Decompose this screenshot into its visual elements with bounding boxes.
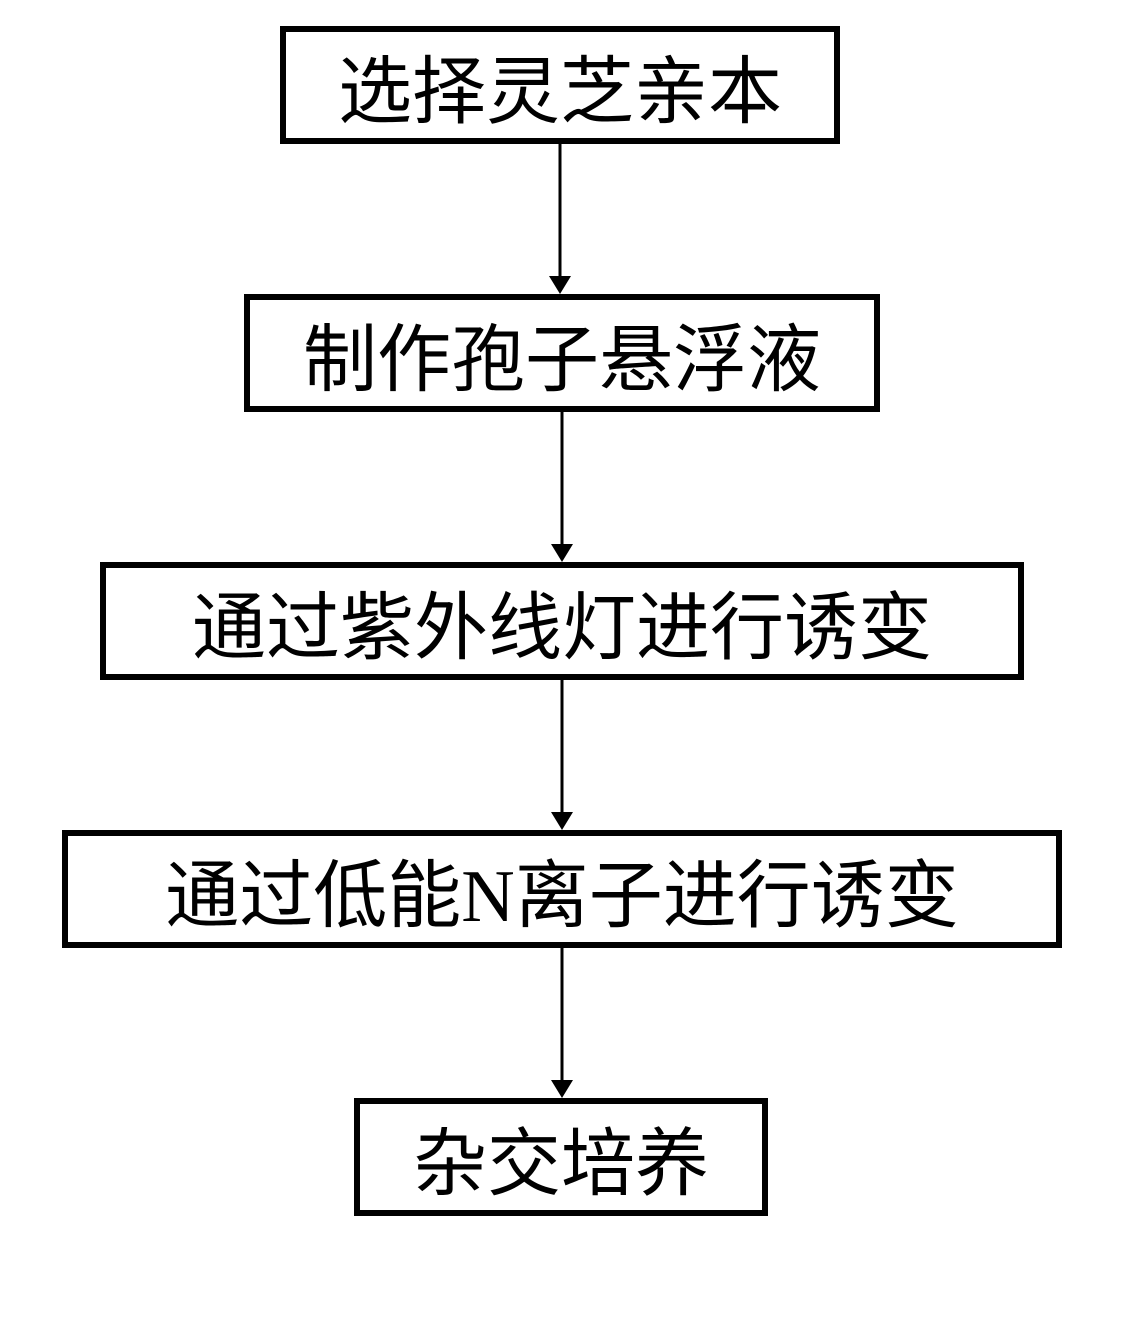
flow-arrow-n3-n4 [549,680,575,830]
flow-node-n1: 选择灵芝亲本 [280,26,840,144]
flow-node-n3: 通过紫外线灯进行诱变 [100,562,1024,680]
flow-node-label: 制作孢子悬浮液 [303,300,821,407]
flow-arrow-n2-n3 [549,412,575,562]
flow-node-n4: 通过低能N离子进行诱变 [62,830,1062,948]
flow-node-label: 选择灵芝亲本 [338,32,782,139]
flow-arrow-n1-n2 [547,144,573,294]
flow-node-label: 通过低能N离子进行诱变 [165,836,958,943]
flow-node-label: 杂交培养 [413,1104,709,1211]
flow-arrow-n4-n5 [549,948,575,1098]
flow-node-n2: 制作孢子悬浮液 [244,294,880,412]
flow-node-n5: 杂交培养 [354,1098,768,1216]
flowchart-container: 选择灵芝亲本制作孢子悬浮液通过紫外线灯进行诱变通过低能N离子进行诱变杂交培养 [0,0,1123,1334]
flow-node-label: 通过紫外线灯进行诱变 [192,568,932,675]
